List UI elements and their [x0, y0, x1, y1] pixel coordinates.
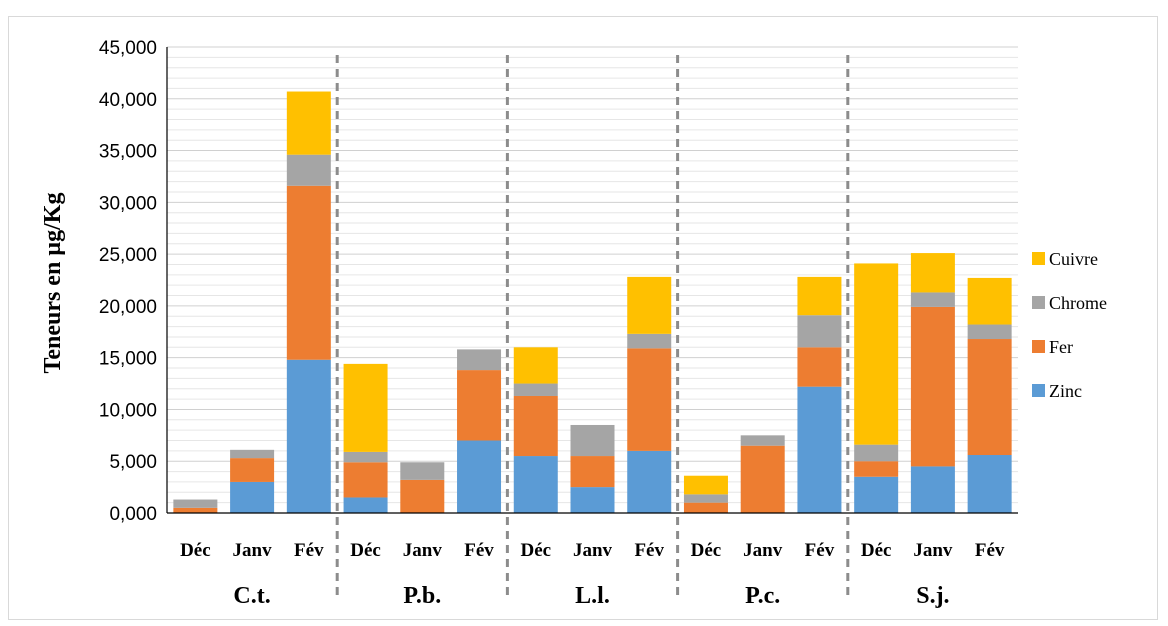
- bar-cuivre: [854, 263, 899, 445]
- bar-chrome: [683, 494, 728, 503]
- labels: 0,000 5,000 10,000 15,000 20,000 25,000 30,000…: [99, 38, 1005, 609]
- month-label: Fév: [464, 540, 494, 561]
- bar-chrome: [797, 315, 842, 348]
- bar-zinc: [797, 386, 842, 513]
- bar-zinc: [910, 466, 955, 513]
- bar-fer: [570, 456, 615, 488]
- month-label: Janv: [573, 540, 613, 561]
- bar-chrome: [457, 349, 502, 371]
- group-label: P.c.: [745, 583, 780, 609]
- bar-fer: [343, 462, 388, 498]
- month-label: Fév: [294, 540, 324, 561]
- y-tick-label: 45,000: [99, 38, 157, 59]
- y-tick-label: 15,000: [99, 349, 157, 370]
- month-label: Janv: [233, 540, 273, 561]
- y-tick-label: 30,000: [99, 193, 157, 214]
- bar-cuivre: [343, 363, 388, 452]
- bar-fer: [513, 395, 558, 457]
- bar-fer: [627, 348, 672, 451]
- bar-zinc: [854, 476, 899, 513]
- bar-fer: [854, 461, 899, 477]
- y-tick-label: 40,000: [99, 90, 157, 111]
- axes: [166, 47, 1018, 514]
- bar-chrome: [286, 154, 331, 186]
- bar-zinc: [967, 455, 1012, 513]
- bar-chrome: [343, 451, 388, 463]
- month-label: Fév: [634, 540, 664, 561]
- y-tick-label: 20,000: [99, 297, 157, 318]
- month-label: Déc: [180, 540, 211, 561]
- bar-chrome: [627, 333, 672, 349]
- y-tick-label: 10,000: [99, 400, 157, 421]
- bar-zinc: [627, 450, 672, 513]
- month-label: Fév: [805, 540, 835, 561]
- legend-swatch-cuivre: [1032, 252, 1045, 265]
- y-tick-label: 0,000: [109, 504, 157, 525]
- bar-fer: [910, 306, 955, 467]
- legend-label-fer: Fer: [1049, 337, 1073, 357]
- group-label: L.l.: [575, 583, 610, 609]
- month-label: Déc: [350, 540, 381, 561]
- bar-fer: [400, 479, 445, 513]
- bar-cuivre: [286, 91, 331, 155]
- group-label: S.j.: [916, 583, 949, 609]
- bar-chrome: [230, 449, 275, 459]
- month-label: Déc: [520, 540, 551, 561]
- bar-cuivre: [627, 276, 672, 334]
- bar-fer: [230, 458, 275, 482]
- month-label: Déc: [691, 540, 722, 561]
- bar-cuivre: [513, 347, 558, 384]
- bar-cuivre: [967, 277, 1012, 325]
- bar-chrome: [400, 462, 445, 480]
- bar-zinc: [457, 440, 502, 513]
- bar-chrome: [967, 324, 1012, 340]
- month-label: Janv: [743, 540, 783, 561]
- bar-cuivre: [797, 276, 842, 316]
- bar-cuivre: [683, 475, 728, 495]
- bar-chrome: [173, 499, 218, 508]
- bar-fer: [967, 339, 1012, 456]
- legend: Cuivre Chrome Fer Zinc: [1032, 249, 1107, 401]
- bar-fer: [797, 347, 842, 387]
- bar-chrome: [513, 383, 558, 396]
- bar-chrome: [740, 435, 785, 446]
- group-label: P.b.: [403, 583, 441, 609]
- y-tick-label: 5,000: [109, 452, 157, 473]
- bar-zinc: [286, 359, 331, 513]
- bar-cuivre: [910, 253, 955, 293]
- legend-label-cuivre: Cuivre: [1049, 249, 1098, 269]
- bar-chrome: [854, 444, 899, 462]
- bar-fer: [286, 185, 331, 360]
- y-axis-title: Teneurs en µg/Kg: [40, 193, 66, 374]
- bar-zinc: [570, 487, 615, 513]
- chart-frame: [8, 16, 1158, 620]
- bar-fer: [457, 370, 502, 441]
- legend-swatch-zinc: [1032, 384, 1045, 397]
- y-tick-label: 25,000: [99, 245, 157, 266]
- group-separators: [335, 55, 850, 600]
- bar-fer: [740, 445, 785, 513]
- bars: [173, 91, 1012, 513]
- month-label: Janv: [403, 540, 443, 561]
- month-label: Fév: [975, 540, 1005, 561]
- bar-fer: [173, 507, 218, 513]
- bar-chrome: [910, 292, 955, 307]
- group-label: C.t.: [233, 583, 270, 609]
- legend-swatch-chrome: [1032, 296, 1045, 309]
- bar-chrome: [570, 424, 615, 457]
- month-label: Janv: [913, 540, 953, 561]
- bar-zinc: [343, 497, 388, 513]
- month-label: Déc: [861, 540, 892, 561]
- y-tick-label: 35,000: [99, 142, 157, 163]
- legend-swatch-fer: [1032, 340, 1045, 353]
- legend-label-zinc: Zinc: [1049, 381, 1082, 401]
- bar-zinc: [230, 481, 275, 513]
- bar-zinc: [513, 456, 558, 513]
- legend-label-chrome: Chrome: [1049, 293, 1107, 313]
- bar-fer: [683, 502, 728, 513]
